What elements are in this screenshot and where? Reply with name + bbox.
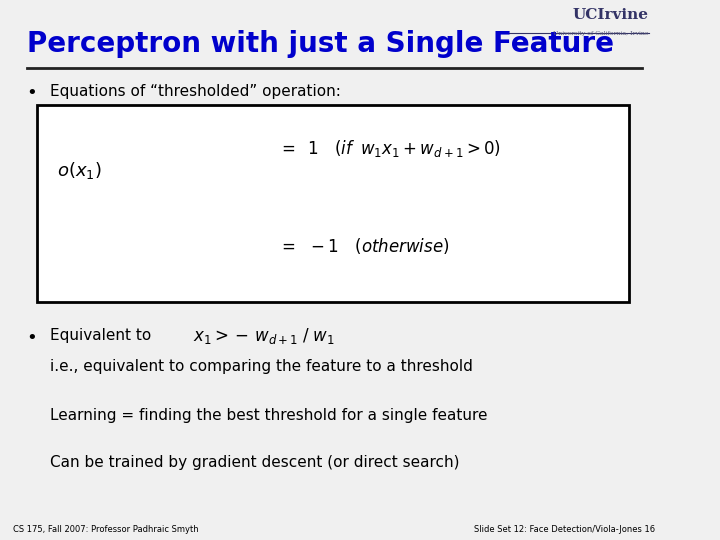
Text: $= \;\; 1 \quad (if \;\; w_1 x_1 + w_{d+1} > 0)$: $= \;\; 1 \quad (if \;\; w_1 x_1 + w_{d+… (277, 138, 500, 159)
Text: $x_1 > -\, w_{d+1} \;/\; w_1$: $x_1 > -\, w_{d+1} \;/\; w_1$ (192, 326, 334, 346)
Text: i.e., equivalent to comparing the feature to a threshold: i.e., equivalent to comparing the featur… (50, 359, 473, 374)
Text: Learning = finding the best threshold for a single feature: Learning = finding the best threshold fo… (50, 408, 487, 423)
Text: $o(x_1)$: $o(x_1)$ (57, 160, 102, 180)
Text: Equivalent to: Equivalent to (50, 328, 151, 343)
Text: $= \;\; -1 \quad (otherwise)$: $= \;\; -1 \quad (otherwise)$ (277, 235, 449, 256)
FancyBboxPatch shape (37, 105, 629, 302)
Text: CS 175, Fall 2007: Professor Padhraic Smyth: CS 175, Fall 2007: Professor Padhraic Sm… (14, 524, 199, 534)
Text: UCIrvine: UCIrvine (572, 8, 649, 22)
Text: Perceptron with just a Single Feature: Perceptron with just a Single Feature (27, 30, 613, 58)
Text: Equations of “thresholded” operation:: Equations of “thresholded” operation: (50, 84, 341, 99)
Text: •: • (27, 329, 37, 347)
Text: •: • (27, 84, 37, 102)
Text: Slide Set 12: Face Detection/Viola-Jones 16: Slide Set 12: Face Detection/Viola-Jones… (474, 524, 655, 534)
Text: University of California, Irvine: University of California, Irvine (553, 31, 649, 36)
Text: Can be trained by gradient descent (or direct search): Can be trained by gradient descent (or d… (50, 455, 459, 470)
